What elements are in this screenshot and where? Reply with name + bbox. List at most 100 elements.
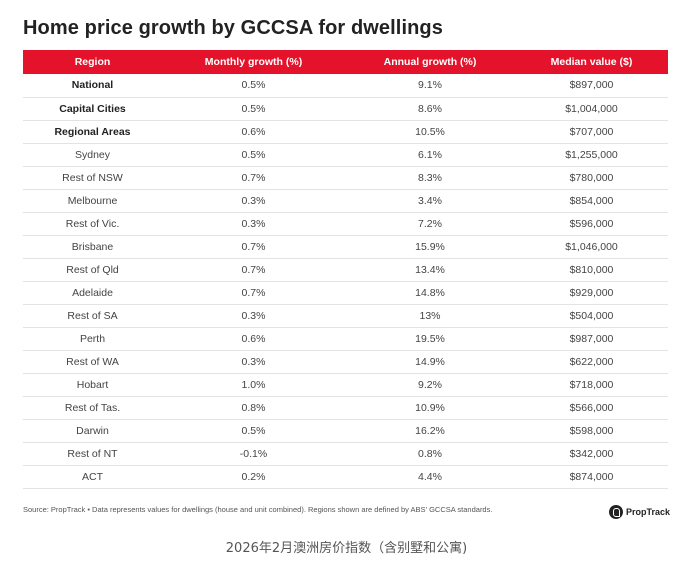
cell-median-value: $780,000 <box>515 166 668 190</box>
table-header-row: Region Monthly growth (%) Annual growth … <box>23 50 668 74</box>
cell-region: Capital Cities <box>23 97 162 121</box>
cell-annual-growth: 8.6% <box>345 97 515 121</box>
cell-monthly-growth: 0.3% <box>162 189 345 213</box>
table-row: Rest of WA 0.3% 14.9% $622,000 <box>23 350 668 374</box>
table-row: Rest of Tas. 0.8% 10.9% $566,000 <box>23 396 668 420</box>
cell-annual-growth: 14.9% <box>345 350 515 374</box>
column-header-region: Region <box>23 50 162 74</box>
cell-monthly-growth: -0.1% <box>162 442 345 466</box>
column-header-median: Median value ($) <box>515 50 668 74</box>
cell-annual-growth: 16.2% <box>345 419 515 443</box>
cell-median-value: $707,000 <box>515 120 668 144</box>
cell-monthly-growth: 0.5% <box>162 419 345 443</box>
cell-monthly-growth: 0.3% <box>162 212 345 236</box>
table-row: National 0.5% 9.1% $897,000 <box>23 74 668 98</box>
cell-monthly-growth: 0.7% <box>162 258 345 282</box>
cell-median-value: $810,000 <box>515 258 668 282</box>
cell-median-value: $622,000 <box>515 350 668 374</box>
cell-region: Rest of NT <box>23 442 162 466</box>
cell-median-value: $718,000 <box>515 373 668 397</box>
table-row: Rest of Vic. 0.3% 7.2% $596,000 <box>23 212 668 236</box>
table-row: Perth 0.6% 19.5% $987,000 <box>23 327 668 351</box>
table-row: Sydney 0.5% 6.1% $1,255,000 <box>23 143 668 167</box>
cell-monthly-growth: 0.5% <box>162 97 345 121</box>
cell-annual-growth: 10.9% <box>345 396 515 420</box>
table-row: Darwin 0.5% 16.2% $598,000 <box>23 419 668 443</box>
cell-region: Adelaide <box>23 281 162 305</box>
cell-median-value: $1,255,000 <box>515 143 668 167</box>
cell-region: Rest of Qld <box>23 258 162 282</box>
chart-title: Home price growth by GCCSA for dwellings <box>23 17 443 39</box>
cell-annual-growth: 6.1% <box>345 143 515 167</box>
column-header-monthly: Monthly growth (%) <box>162 50 345 74</box>
cell-median-value: $598,000 <box>515 419 668 443</box>
table-row: Brisbane 0.7% 15.9% $1,046,000 <box>23 235 668 259</box>
table-row: Rest of Qld 0.7% 13.4% $810,000 <box>23 258 668 282</box>
cell-annual-growth: 4.4% <box>345 465 515 489</box>
cell-median-value: $1,004,000 <box>515 97 668 121</box>
source-note: Source: PropTrack • Data represents valu… <box>23 505 493 514</box>
cell-monthly-growth: 0.3% <box>162 350 345 374</box>
cell-annual-growth: 13% <box>345 304 515 328</box>
cell-region: Hobart <box>23 373 162 397</box>
cell-region: Regional Areas <box>23 120 162 144</box>
table-row: Rest of NT -0.1% 0.8% $342,000 <box>23 442 668 466</box>
cell-region: Sydney <box>23 143 162 167</box>
cell-monthly-growth: 0.5% <box>162 74 345 98</box>
cell-annual-growth: 9.1% <box>345 74 515 98</box>
cell-monthly-growth: 0.6% <box>162 327 345 351</box>
cell-annual-growth: 19.5% <box>345 327 515 351</box>
cell-median-value: $504,000 <box>515 304 668 328</box>
cell-monthly-growth: 0.7% <box>162 235 345 259</box>
cell-region: Darwin <box>23 419 162 443</box>
cell-median-value: $987,000 <box>515 327 668 351</box>
table-row: Adelaide 0.7% 14.8% $929,000 <box>23 281 668 305</box>
cell-annual-growth: 13.4% <box>345 258 515 282</box>
cell-annual-growth: 15.9% <box>345 235 515 259</box>
cell-region: ACT <box>23 465 162 489</box>
table-row: Rest of NSW 0.7% 8.3% $780,000 <box>23 166 668 190</box>
table-row: ACT 0.2% 4.4% $874,000 <box>23 465 668 489</box>
cell-median-value: $566,000 <box>515 396 668 420</box>
cell-monthly-growth: 0.8% <box>162 396 345 420</box>
cell-region: Rest of Tas. <box>23 396 162 420</box>
proptrack-logo-text: PropTrack <box>626 507 671 517</box>
cell-annual-growth: 10.5% <box>345 120 515 144</box>
cell-monthly-growth: 0.5% <box>162 143 345 167</box>
cell-median-value: $854,000 <box>515 189 668 213</box>
cell-annual-growth: 9.2% <box>345 373 515 397</box>
cell-region: Brisbane <box>23 235 162 259</box>
cell-monthly-growth: 0.7% <box>162 166 345 190</box>
table-row: Capital Cities 0.5% 8.6% $1,004,000 <box>23 97 668 121</box>
cell-median-value: $596,000 <box>515 212 668 236</box>
cell-median-value: $929,000 <box>515 281 668 305</box>
cell-monthly-growth: 0.6% <box>162 120 345 144</box>
cell-monthly-growth: 0.3% <box>162 304 345 328</box>
table-row: Rest of SA 0.3% 13% $504,000 <box>23 304 668 328</box>
cell-region: Rest of NSW <box>23 166 162 190</box>
cell-region: Rest of Vic. <box>23 212 162 236</box>
cell-monthly-growth: 0.2% <box>162 465 345 489</box>
cell-annual-growth: 0.8% <box>345 442 515 466</box>
cell-annual-growth: 7.2% <box>345 212 515 236</box>
table-body: National 0.5% 9.1% $897,000 Capital Cities 0.… <box>23 74 668 489</box>
cell-region: Rest of WA <box>23 350 162 374</box>
table-row: Hobart 1.0% 9.2% $718,000 <box>23 373 668 397</box>
cell-monthly-growth: 1.0% <box>162 373 345 397</box>
proptrack-logo-icon <box>609 505 623 519</box>
cell-region: Perth <box>23 327 162 351</box>
cell-monthly-growth: 0.7% <box>162 281 345 305</box>
cell-region: National <box>23 74 162 98</box>
cell-median-value: $897,000 <box>515 74 668 98</box>
cell-annual-growth: 14.8% <box>345 281 515 305</box>
column-header-annual: Annual growth (%) <box>345 50 515 74</box>
cell-annual-growth: 3.4% <box>345 189 515 213</box>
cell-median-value: $874,000 <box>515 465 668 489</box>
cell-median-value: $1,046,000 <box>515 235 668 259</box>
cell-region: Melbourne <box>23 189 162 213</box>
proptrack-logo: PropTrack <box>609 505 670 519</box>
table-row: Melbourne 0.3% 3.4% $854,000 <box>23 189 668 213</box>
table-row: Regional Areas 0.6% 10.5% $707,000 <box>23 120 668 144</box>
cell-region: Rest of SA <box>23 304 162 328</box>
cell-median-value: $342,000 <box>515 442 668 466</box>
